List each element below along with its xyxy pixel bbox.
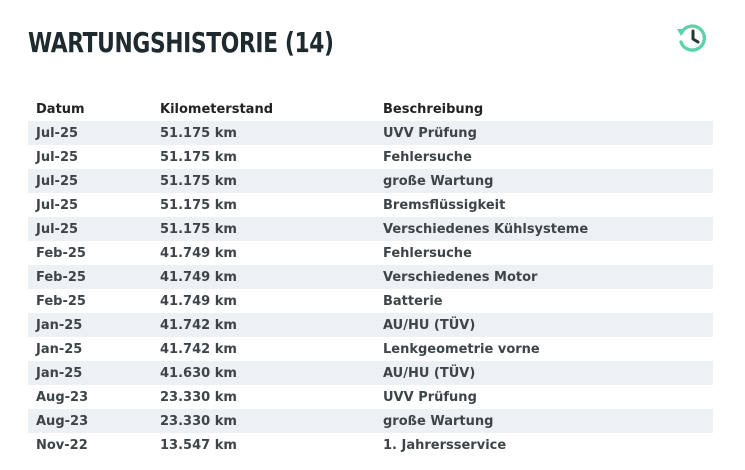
cell-mileage: 51.175 km [160,221,237,237]
cell-date: Jul-25 [36,197,79,213]
cell-date: Feb-25 [36,293,86,309]
cell-mileage: 23.330 km [160,389,237,405]
table-row: Jul-25 51.175 km Verschiedenes Kühlsysteme [28,217,713,241]
cell-date: Jul-25 [36,149,79,165]
cell-mileage: 23.330 km [160,413,237,429]
page-title: WARTUNGSHISTORIE (14) [28,26,334,59]
cell-description: AU/HU (TÜV) [383,317,476,333]
cell-mileage: 51.175 km [160,125,237,141]
table-row: Jul-25 51.175 km UVV Prüfung [28,121,713,145]
cell-mileage: 13.547 km [160,437,237,453]
table-row: Jan-25 41.742 km Lenkgeometrie vorne [28,337,713,361]
table-row: Aug-23 23.330 km UVV Prüfung [28,385,713,409]
cell-mileage: 41.630 km [160,365,237,381]
cell-date: Jul-25 [36,221,79,237]
cell-mileage: 41.749 km [160,293,237,309]
table-header-row: Datum Kilometerstand Beschreibung [28,97,713,121]
cell-description: Verschiedenes Motor [383,269,538,285]
cell-mileage: 41.749 km [160,269,237,285]
cell-description: UVV Prüfung [383,125,477,141]
table-row: Feb-25 41.749 km Batterie [28,289,713,313]
column-header-date: Datum [36,101,85,117]
table-row: Jan-25 41.630 km AU/HU (TÜV) [28,361,713,385]
table-row: Feb-25 41.749 km Verschiedenes Motor [28,265,713,289]
cell-date: Jan-25 [36,341,83,357]
table-row: Aug-23 23.330 km große Wartung [28,409,713,433]
table-row: Jul-25 51.175 km Bremsflüssigkeit [28,193,713,217]
cell-description: UVV Prüfung [383,389,477,405]
cell-date: Jul-25 [36,125,79,141]
cell-date: Aug-23 [36,389,89,405]
table-row: Nov-22 13.547 km 1. Jahrersservice [28,433,713,457]
cell-date: Jul-25 [36,173,79,189]
cell-mileage: 41.749 km [160,245,237,261]
cell-description: Verschiedenes Kühlsysteme [383,221,589,237]
cell-mileage: 51.175 km [160,149,237,165]
cell-date: Jan-25 [36,365,83,381]
cell-date: Feb-25 [36,269,86,285]
cell-description: 1. Jahrersservice [383,437,507,453]
column-header-mileage: Kilometerstand [160,101,274,117]
cell-date: Feb-25 [36,245,86,261]
cell-mileage: 41.742 km [160,317,237,333]
history-icon[interactable] [674,20,710,56]
cell-mileage: 51.175 km [160,197,237,213]
table-row: Feb-25 41.749 km Fehlersuche [28,241,713,265]
cell-description: große Wartung [383,173,494,189]
cell-description: Fehlersuche [383,245,472,261]
cell-description: große Wartung [383,413,494,429]
cell-description: AU/HU (TÜV) [383,365,476,381]
cell-description: Fehlersuche [383,149,472,165]
cell-description: Bremsflüssigkeit [383,197,506,213]
table-row: Jan-25 41.742 km AU/HU (TÜV) [28,313,713,337]
cell-mileage: 41.742 km [160,341,237,357]
table-body: Jul-25 51.175 km UVV Prüfung Jul-25 51.175 k… [28,121,713,457]
cell-date: Nov-22 [36,437,88,453]
cell-mileage: 51.175 km [160,173,237,189]
table-row: Jul-25 51.175 km große Wartung [28,169,713,193]
maintenance-table: Datum Kilometerstand Beschreibung Jul-25… [28,97,713,457]
cell-description: Batterie [383,293,443,309]
cell-description: Lenkgeometrie vorne [383,341,540,357]
column-header-description: Beschreibung [383,101,484,117]
cell-date: Aug-23 [36,413,89,429]
table-row: Jul-25 51.175 km Fehlersuche [28,145,713,169]
cell-date: Jan-25 [36,317,83,333]
